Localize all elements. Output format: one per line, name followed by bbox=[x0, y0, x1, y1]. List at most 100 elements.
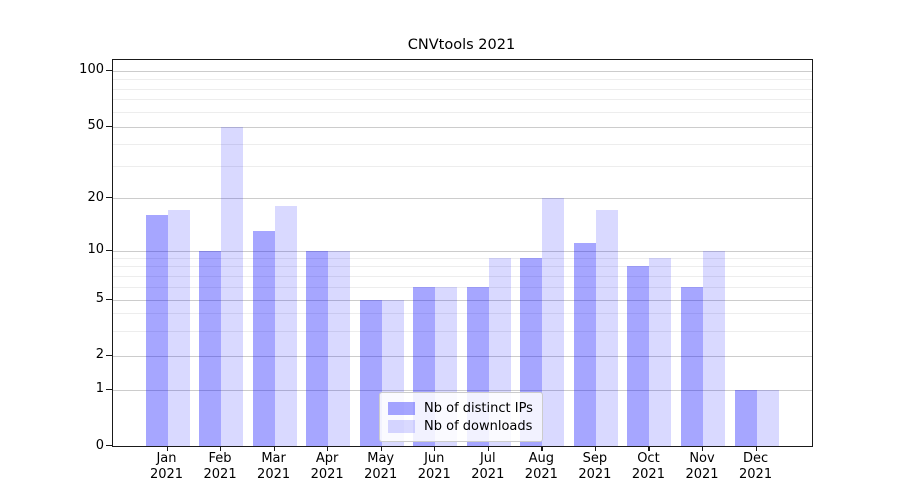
x-tick-year: 2021 bbox=[417, 466, 451, 482]
bar-distinct-ips-feb bbox=[199, 250, 222, 446]
x-tick-label: Dec 2021 bbox=[724, 451, 788, 482]
x-tick-month: Nov bbox=[689, 451, 715, 466]
x-tick bbox=[702, 446, 704, 451]
x-tick-year: 2021 bbox=[149, 466, 184, 482]
gridline-minor bbox=[113, 313, 812, 315]
x-tick-month: Aug bbox=[528, 451, 555, 466]
bar-distinct-ips-oct bbox=[627, 266, 650, 446]
y-tick bbox=[106, 388, 112, 390]
gridline-minor bbox=[113, 275, 812, 277]
x-tick-label: Jul 2021 bbox=[456, 451, 520, 482]
gridline-major bbox=[113, 198, 812, 199]
x-tick-year: 2021 bbox=[631, 466, 665, 482]
x-tick-year: 2021 bbox=[257, 466, 291, 482]
x-tick-month: Mar bbox=[261, 451, 286, 466]
legend-item-downloads: Nb of downloads bbox=[388, 418, 533, 434]
y-tick-label: 50 bbox=[87, 118, 104, 133]
legend-item-distinct-ips: Nb of distinct IPs bbox=[388, 400, 533, 416]
bar-downloads-nov bbox=[703, 250, 725, 446]
x-tick bbox=[273, 446, 275, 451]
x-tick bbox=[327, 446, 329, 451]
bar-downloads-apr bbox=[328, 250, 351, 446]
gridline-minor bbox=[113, 99, 812, 101]
x-tick-month: Jun bbox=[424, 451, 445, 466]
bar-downloads-sep bbox=[595, 210, 618, 446]
gridline-minor bbox=[113, 266, 812, 268]
x-tick-year: 2021 bbox=[310, 466, 344, 482]
x-tick-year: 2021 bbox=[578, 466, 612, 482]
gridline-major bbox=[113, 299, 812, 301]
gridline-minor bbox=[113, 286, 812, 288]
x-tick bbox=[648, 446, 650, 451]
gridline-major bbox=[113, 70, 812, 72]
bar-downloads-jan bbox=[167, 210, 190, 446]
x-tick bbox=[434, 446, 436, 451]
x-tick-label: Jan 2021 bbox=[135, 451, 199, 482]
y-tick-label: 2 bbox=[95, 347, 104, 362]
gridline-minor bbox=[113, 330, 812, 332]
chart-title: CNVtools 2021 bbox=[407, 37, 516, 53]
x-tick-label: Nov 2021 bbox=[670, 451, 734, 482]
y-tick-label: 20 bbox=[87, 189, 104, 205]
y-tick-label: 100 bbox=[79, 62, 104, 77]
x-tick bbox=[755, 446, 757, 451]
bar-distinct-ips-nov bbox=[681, 286, 703, 446]
legend-swatch-downloads bbox=[388, 419, 415, 433]
x-tick bbox=[380, 446, 382, 451]
bar-distinct-ips-sep bbox=[573, 243, 596, 446]
x-tick-label: Apr 2021 bbox=[295, 451, 359, 482]
x-tick-label: May 2021 bbox=[349, 451, 413, 482]
gridline-minor bbox=[113, 111, 812, 113]
y-tick bbox=[106, 354, 112, 356]
x-tick-year: 2021 bbox=[739, 466, 773, 482]
x-tick bbox=[220, 446, 222, 451]
y-tick-label: 1 bbox=[95, 381, 104, 396]
x-tick-year: 2021 bbox=[471, 466, 505, 482]
gridline-major bbox=[113, 355, 812, 357]
gridline-minor bbox=[113, 166, 812, 168]
bar-distinct-ips-may bbox=[359, 299, 382, 446]
legend-label-distinct-ips: Nb of distinct IPs bbox=[424, 400, 533, 416]
plot-area bbox=[112, 59, 813, 447]
bar-downloads-mar bbox=[274, 205, 297, 446]
x-tick-label: Mar 2021 bbox=[242, 451, 306, 482]
bar-distinct-ips-apr bbox=[306, 250, 329, 446]
x-tick bbox=[487, 446, 489, 451]
x-tick-year: 2021 bbox=[685, 466, 719, 482]
x-tick bbox=[541, 446, 543, 451]
bar-distinct-ips-mar bbox=[252, 230, 275, 446]
y-tick bbox=[106, 69, 112, 71]
x-tick-label: Oct 2021 bbox=[616, 451, 680, 482]
x-tick-month: May bbox=[367, 451, 395, 466]
bar-distinct-ips-jan bbox=[145, 214, 168, 446]
gridline-minor bbox=[113, 79, 812, 80]
y-tick bbox=[106, 445, 112, 447]
x-tick bbox=[166, 446, 168, 451]
gridline-major bbox=[113, 126, 812, 128]
legend: Nb of distinct IPs Nb of downloads bbox=[379, 392, 543, 442]
x-tick-label: Aug 2021 bbox=[509, 451, 573, 482]
x-tick-year: 2021 bbox=[364, 466, 398, 482]
gridline-major bbox=[113, 389, 812, 391]
x-tick-month: Jul bbox=[479, 451, 496, 466]
x-tick bbox=[594, 446, 597, 451]
gridline-minor bbox=[113, 143, 812, 145]
y-tick bbox=[106, 249, 112, 251]
gridline-minor bbox=[113, 88, 812, 90]
x-tick-month: Oct bbox=[637, 451, 660, 466]
bar-downloads-oct bbox=[649, 257, 672, 446]
y-tick bbox=[106, 125, 112, 127]
legend-label-downloads: Nb of downloads bbox=[424, 418, 533, 434]
x-tick-label: Jun 2021 bbox=[402, 451, 466, 482]
x-tick-month: Feb bbox=[208, 451, 232, 466]
x-tick-month: Jan bbox=[156, 451, 177, 466]
bar-downloads-dec bbox=[756, 389, 779, 446]
bar-downloads-aug bbox=[542, 198, 565, 446]
x-tick-month: Sep bbox=[582, 451, 608, 466]
gridline-major bbox=[113, 250, 812, 252]
legend-swatch-distinct-ips bbox=[388, 401, 415, 415]
y-tick-label: 5 bbox=[95, 291, 104, 306]
gridline-minor bbox=[113, 257, 812, 259]
y-tick bbox=[106, 197, 112, 199]
